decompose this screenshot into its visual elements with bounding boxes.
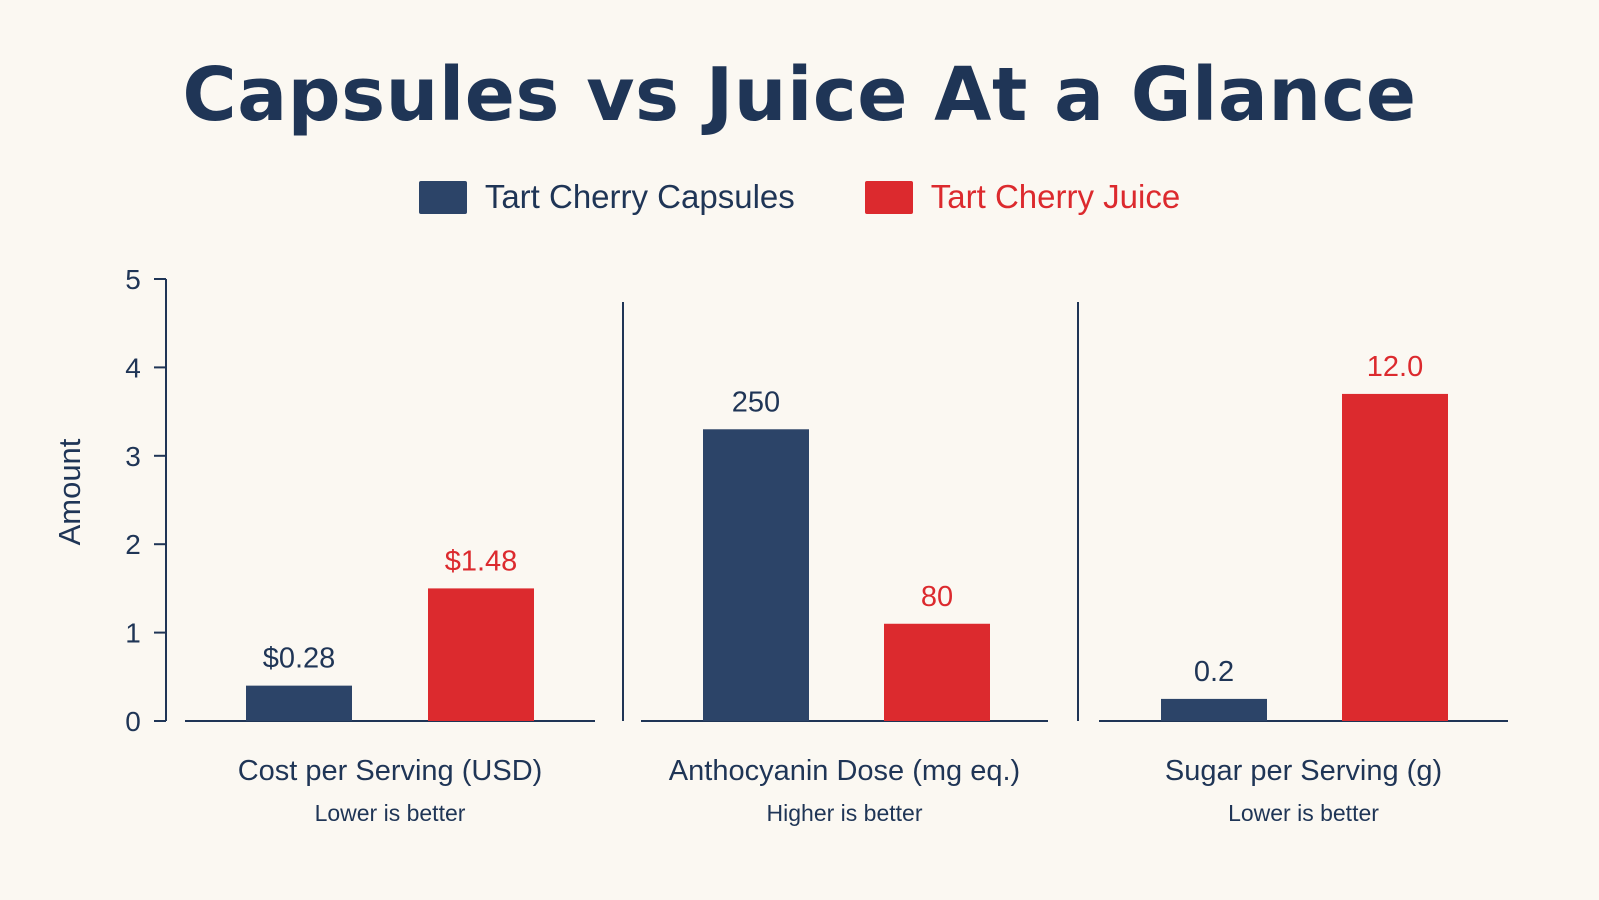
data-label: 250 bbox=[732, 386, 780, 418]
bar-juice bbox=[428, 588, 534, 721]
legend-swatch-capsules bbox=[418, 180, 467, 214]
category-note: Lower is better bbox=[1228, 800, 1379, 826]
y-tick-label: 0 bbox=[125, 706, 141, 737]
legend-item-juice: Tart Cherry Juice bbox=[864, 178, 1181, 216]
data-label: 80 bbox=[921, 581, 953, 613]
bar-juice bbox=[884, 623, 990, 721]
y-tick-label: 4 bbox=[125, 352, 141, 383]
bar-capsules bbox=[246, 685, 352, 721]
bar-capsules bbox=[1161, 698, 1267, 721]
category-label: Cost per Serving (USD) bbox=[238, 755, 543, 787]
y-tick-label: 5 bbox=[125, 264, 141, 295]
data-label: 12.0 bbox=[1367, 351, 1423, 383]
legend-label-juice: Tart Cherry Juice bbox=[930, 178, 1181, 215]
y-tick-label: 1 bbox=[125, 618, 141, 649]
legend: Tart Cherry Capsules Tart Cherry Juice bbox=[0, 178, 1599, 216]
y-axis-title: Amount bbox=[52, 438, 87, 545]
category-note: Lower is better bbox=[315, 800, 466, 826]
bar-capsules bbox=[703, 429, 809, 721]
legend-label-capsules: Tart Cherry Capsules bbox=[484, 178, 795, 215]
data-label: 0.2 bbox=[1194, 656, 1234, 688]
y-tick-label: 2 bbox=[125, 529, 141, 560]
legend-item-capsules: Tart Cherry Capsules bbox=[418, 178, 795, 216]
bar-juice bbox=[1342, 393, 1448, 721]
data-label: $0.28 bbox=[263, 643, 336, 675]
category-label: Anthocyanin Dose (mg eq.) bbox=[669, 755, 1020, 787]
legend-swatch-juice bbox=[864, 180, 913, 214]
category-note: Higher is better bbox=[767, 800, 923, 826]
category-label: Sugar per Serving (g) bbox=[1165, 755, 1442, 787]
y-tick-label: 3 bbox=[125, 441, 141, 472]
chart-title: Capsules vs Juice At a Glance bbox=[182, 52, 1417, 138]
data-label: $1.48 bbox=[445, 545, 518, 577]
